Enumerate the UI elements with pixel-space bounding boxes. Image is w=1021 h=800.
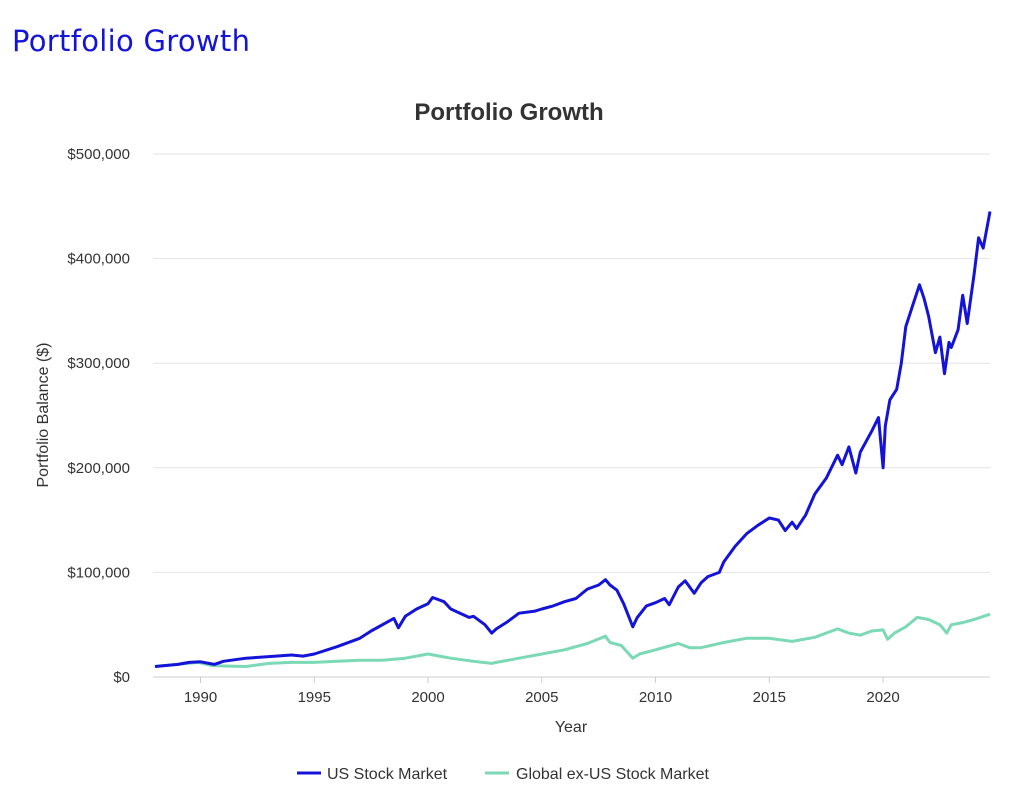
y-tick-label: $300,000 xyxy=(67,355,130,372)
y-tick-label: $200,000 xyxy=(67,460,130,477)
legend-item-global[interactable]: Global ex-US Stock Market xyxy=(485,766,710,783)
x-tick-label: 2015 xyxy=(753,689,786,706)
x-tick-label: 2005 xyxy=(525,689,558,706)
x-tick-label: 2020 xyxy=(866,689,899,706)
y-axis-ticks: $0 $100,000 $200,000 $300,000 $400,000 $500,0… xyxy=(67,146,130,686)
x-tick-label: 1995 xyxy=(298,689,331,706)
chart-title: Portfolio Growth xyxy=(414,99,603,126)
y-tick-label: $500,000 xyxy=(67,146,130,163)
series-line-us-stock-market xyxy=(154,211,992,668)
legend: US Stock Market Global ex-US Stock Marke… xyxy=(297,766,710,783)
series-lines xyxy=(154,211,992,668)
legend-label-global: Global ex-US Stock Market xyxy=(516,766,710,783)
y-axis-label: Portfolio Balance ($) xyxy=(35,343,52,488)
legend-label-us: US Stock Market xyxy=(327,766,448,783)
y-tick-label: $0 xyxy=(113,669,130,686)
page-heading: Portfolio Growth xyxy=(12,24,251,58)
series-line-global-ex-us xyxy=(154,612,991,668)
x-tick-label: 1990 xyxy=(184,689,217,706)
gridlines xyxy=(153,153,990,573)
y-tick-label: $100,000 xyxy=(67,564,130,581)
y-tick-label: $400,000 xyxy=(67,251,130,268)
legend-item-us[interactable]: US Stock Market xyxy=(297,766,448,783)
x-axis-ticks: 1990 1995 2000 2005 2010 2015 2020 xyxy=(184,677,900,706)
x-tick-label: 2010 xyxy=(639,689,672,706)
x-axis-label: Year xyxy=(555,719,588,736)
x-tick-label: 2000 xyxy=(411,689,444,706)
